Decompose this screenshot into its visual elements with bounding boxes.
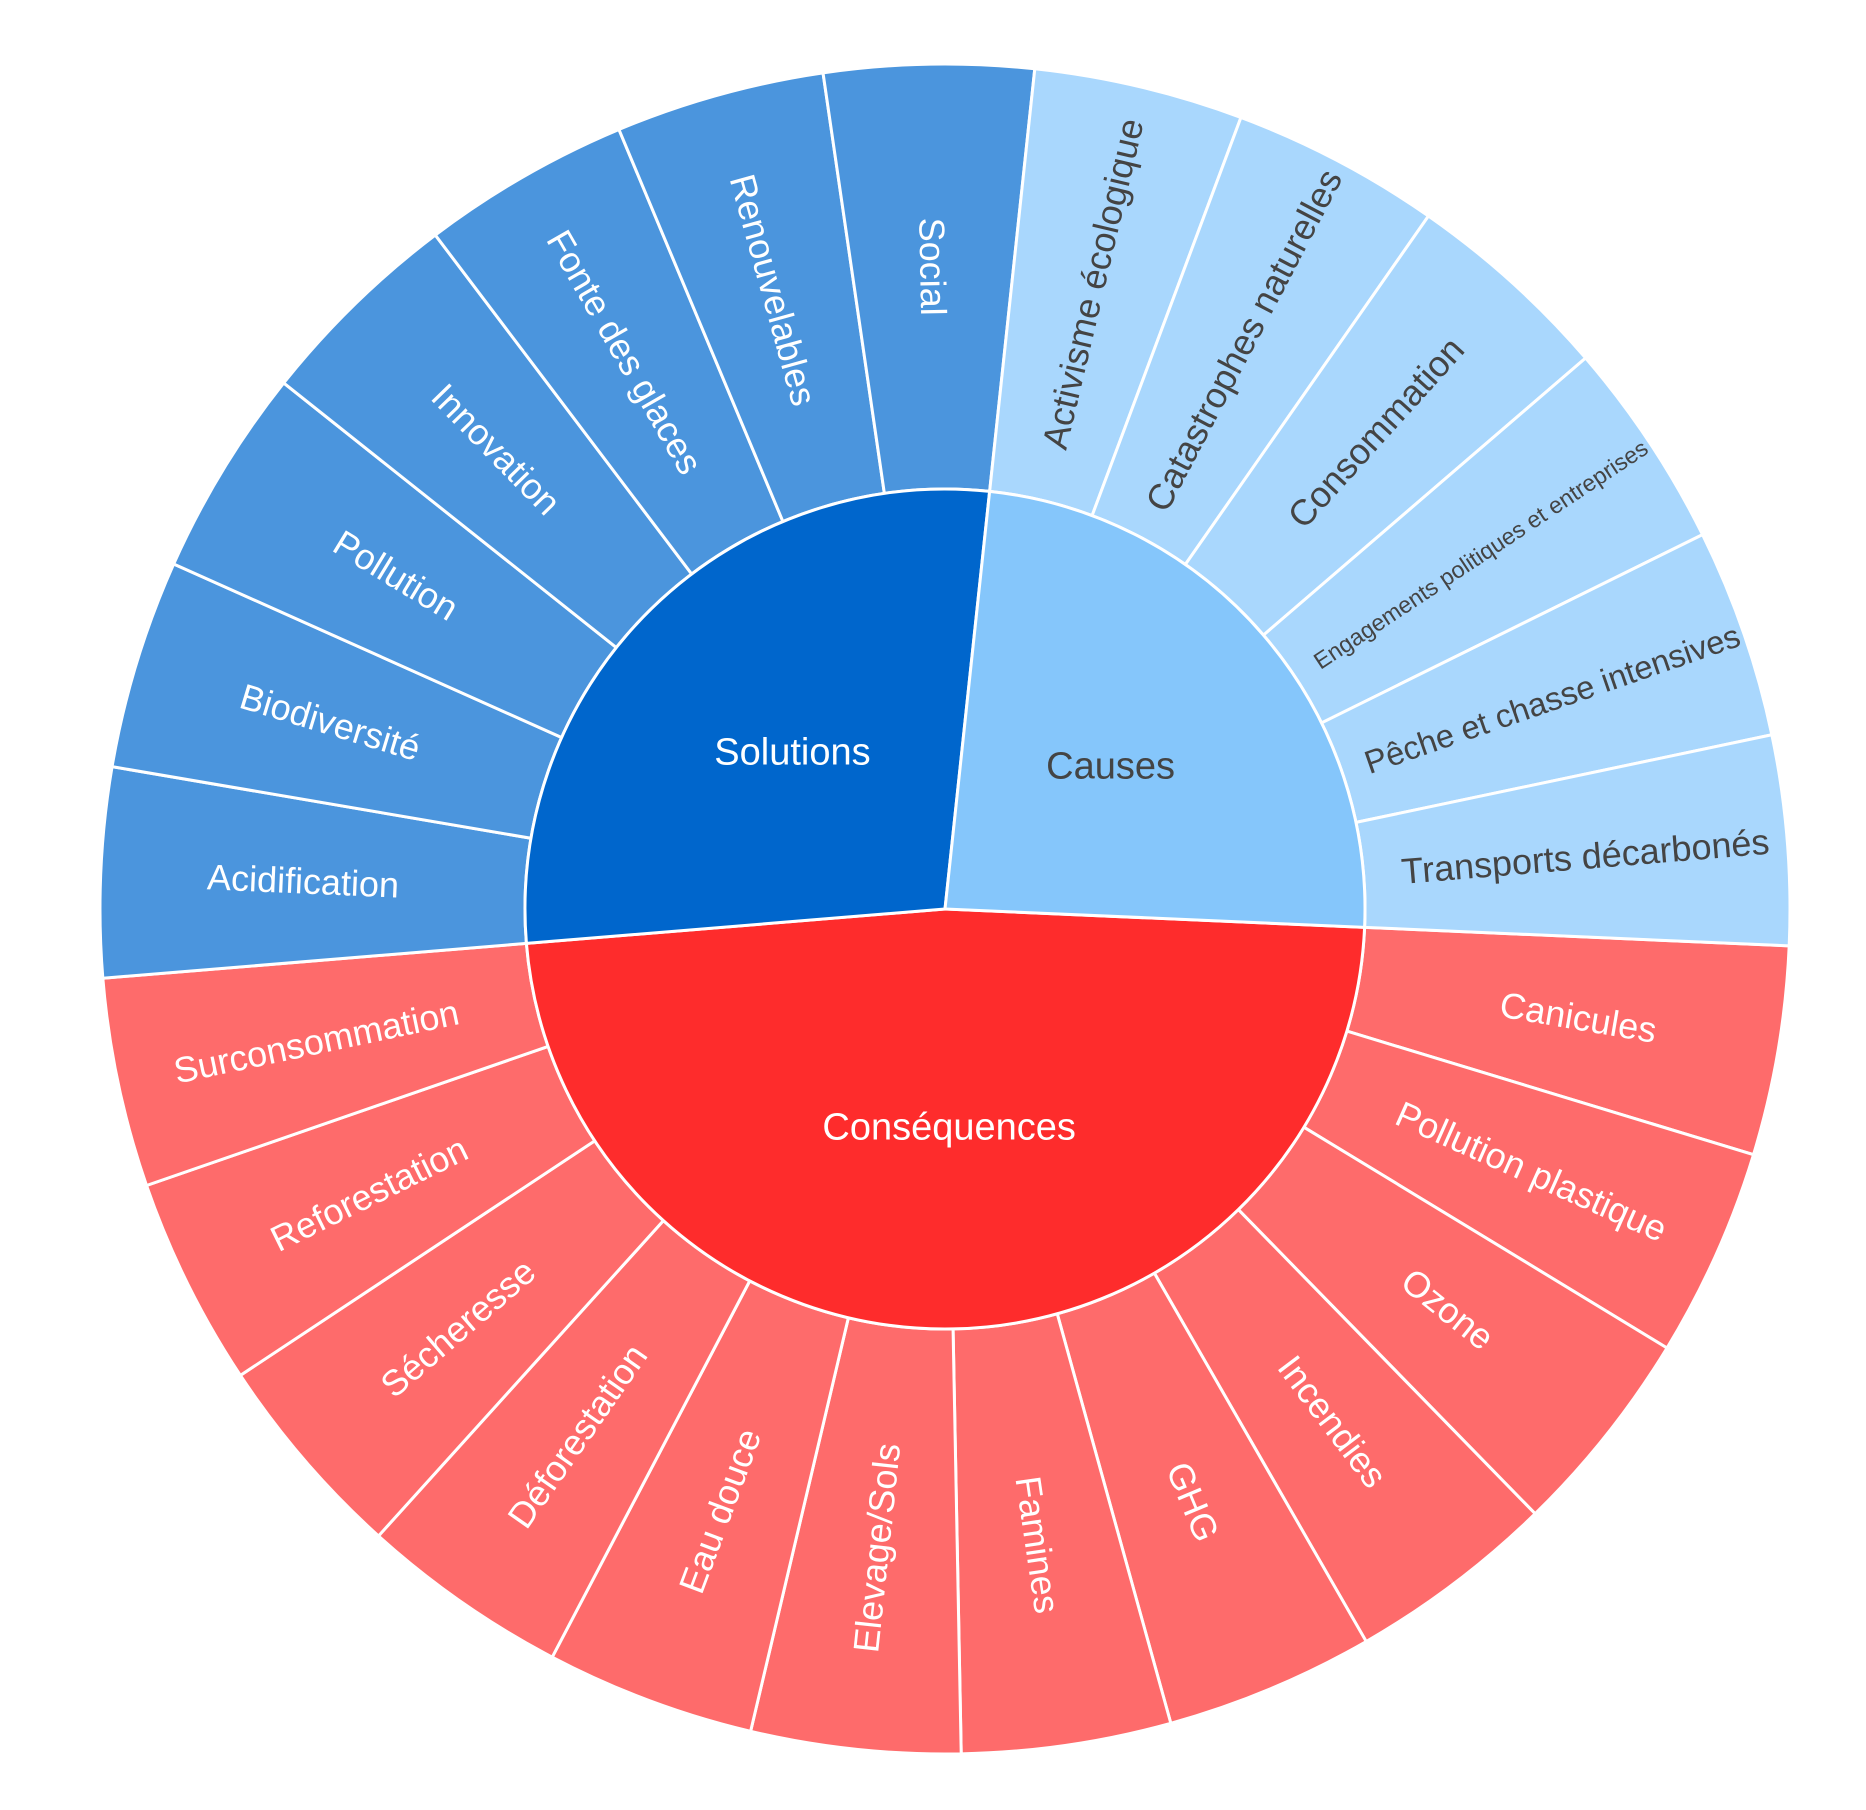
label-solutions: Solutions [714,732,870,774]
label-causes: Causes [1046,746,1175,788]
label-acidification: Acidification [206,856,400,905]
segment-solutions[interactable] [523,487,992,946]
segment-causes[interactable] [943,489,1367,929]
segment-layer [98,62,1792,1756]
segment-consequences[interactable] [524,907,1367,1331]
label-social: Social [911,217,954,316]
label-consequences: Conséquences [822,1106,1076,1148]
